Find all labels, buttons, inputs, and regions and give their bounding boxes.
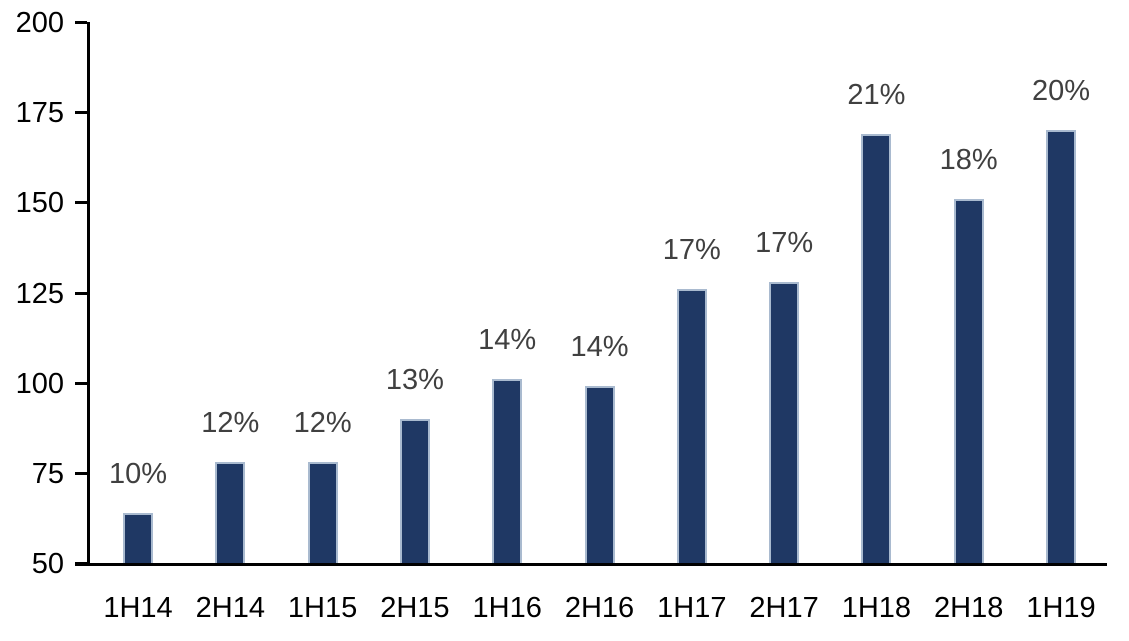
bar-data-label: 12%	[201, 407, 260, 439]
x-tick-label: 2H16	[564, 592, 635, 624]
x-tick-label: 1H15	[287, 592, 358, 624]
x-tick-label: 1H17	[657, 592, 727, 624]
bar	[584, 386, 615, 563]
bar	[399, 418, 430, 563]
x-tick-label: 2H17	[749, 592, 819, 624]
bar-data-label: 17%	[662, 233, 721, 266]
y-tick-label: 200	[15, 7, 64, 39]
bar	[123, 512, 153, 563]
x-tick-label: 1H18	[841, 592, 912, 624]
bar	[676, 288, 707, 563]
bar	[1046, 130, 1076, 563]
x-axis-line	[75, 563, 1107, 566]
bar-data-label: 20%	[1031, 75, 1091, 108]
y-tick-mark	[75, 111, 87, 115]
bar	[953, 198, 984, 563]
x-tick-label: 2H14	[195, 592, 265, 624]
x-tick-label: 1H14	[103, 592, 173, 624]
y-tick-mark	[75, 381, 87, 385]
y-tick-label: 75	[31, 457, 64, 490]
bar-data-label: 12%	[293, 407, 352, 439]
y-tick-mark	[75, 471, 87, 475]
bar	[307, 462, 338, 563]
y-tick-mark	[75, 21, 87, 24]
y-tick-mark	[75, 201, 87, 205]
y-tick-label: 150	[15, 187, 64, 220]
bar	[215, 462, 246, 563]
bar-data-label: 13%	[385, 363, 444, 396]
y-tick-label: 125	[15, 277, 64, 310]
bar	[492, 379, 523, 563]
x-tick-label: 2H18	[934, 592, 1004, 624]
bar-data-label: 14%	[570, 331, 629, 364]
y-tick-label: 50	[31, 548, 64, 580]
x-tick-label: 2H15	[380, 592, 450, 624]
bar-data-label: 21%	[847, 78, 906, 111]
x-tick-label: 1H19	[1026, 592, 1096, 624]
bar-data-label: 10%	[108, 457, 168, 490]
bar-data-label: 17%	[755, 226, 814, 259]
bar-data-label: 18%	[939, 143, 998, 176]
y-tick-label: 100	[15, 367, 64, 400]
y-axis-line	[87, 22, 90, 566]
x-tick-label: 1H16	[472, 592, 542, 624]
y-tick-mark	[75, 291, 87, 295]
bar	[769, 281, 800, 563]
bar	[861, 133, 892, 563]
bar-data-label: 14%	[478, 324, 537, 357]
y-tick-label: 175	[15, 97, 64, 130]
